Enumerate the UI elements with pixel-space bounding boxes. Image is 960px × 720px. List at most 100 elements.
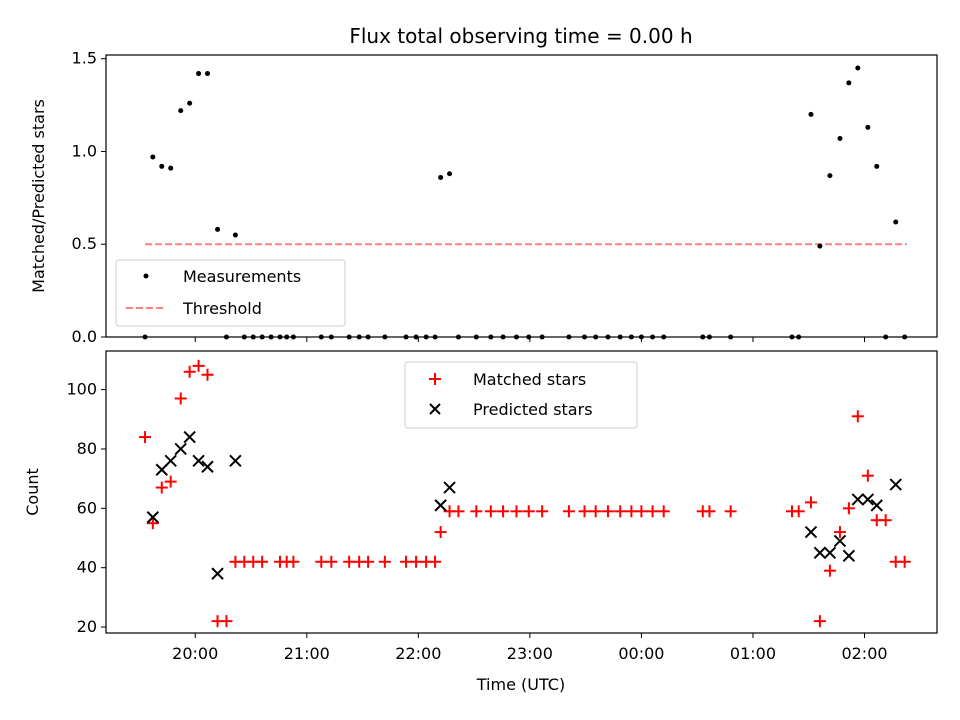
- matched-star-point: [256, 555, 269, 568]
- x-tick-label: 23:00: [507, 644, 553, 663]
- bottom-y-axis-label: Count: [23, 468, 42, 516]
- matched-star-point: [804, 496, 817, 509]
- matched-star-point: [601, 505, 614, 518]
- measurement-point: [893, 219, 899, 225]
- matched-star-point: [562, 505, 575, 518]
- matched-star-point: [155, 481, 168, 494]
- predicted-star-point: [889, 478, 902, 491]
- bottom-legend-box: [404, 361, 638, 429]
- measurement-point: [187, 100, 193, 106]
- matched-star-point: [625, 505, 638, 518]
- predicted-star-point: [833, 534, 847, 548]
- measurement-point: [846, 80, 852, 86]
- legend-threshold-label: Threshold: [182, 299, 262, 318]
- top-y-tick-label: 0.5: [72, 234, 97, 253]
- measurement-point: [865, 124, 871, 130]
- measurement-point: [438, 174, 444, 180]
- legend-predicted-label: Predicted stars: [473, 400, 593, 419]
- matched-star-point: [497, 505, 510, 518]
- measurement-point: [178, 108, 184, 114]
- x-tick-label: 22:00: [395, 644, 441, 663]
- matched-star-point: [164, 475, 177, 488]
- x-tick-label: 01:00: [730, 644, 776, 663]
- top-panel: 0.0 0.5 1.0 1.5 Matched/Predicted stars Mea…: [29, 49, 938, 346]
- matched-star-point: [325, 555, 338, 568]
- matched-star-point: [851, 410, 864, 423]
- matched-star-point: [362, 555, 375, 568]
- matched-star-point: [146, 517, 159, 530]
- matched-star-point: [861, 469, 874, 482]
- matched-star-point: [343, 555, 356, 568]
- measurement-point: [447, 171, 453, 177]
- matched-star-point: [792, 505, 805, 518]
- measurement-point: [232, 232, 238, 238]
- matched-star-point: [287, 555, 300, 568]
- predicted-star-point: [201, 460, 214, 473]
- matched-star-point: [434, 526, 447, 539]
- measurement-point: [837, 135, 843, 141]
- bottom-y-tick-label: 40: [77, 558, 97, 577]
- measurement-point: [205, 71, 211, 77]
- measurement-point: [808, 111, 814, 117]
- bottom-y-axis: 20 40 60 80 100: [66, 380, 106, 636]
- measurement-point: [215, 226, 221, 232]
- predicted-star-point: [842, 549, 856, 563]
- matched-star-point: [657, 505, 670, 518]
- matched-star-point: [429, 555, 442, 568]
- measurement-point: [159, 163, 165, 169]
- legend-matched-marker: [429, 373, 441, 385]
- matched-star-point: [898, 555, 911, 568]
- measurement-point: [196, 71, 202, 77]
- matched-star-point: [522, 505, 535, 518]
- x-tick-label: 21:00: [284, 644, 330, 663]
- bottom-y-tick-label: 100: [66, 380, 97, 399]
- predicted-star-point: [861, 493, 875, 506]
- predicted-star-point: [192, 454, 205, 468]
- matched-star-point: [139, 431, 152, 444]
- x-tick-label: 02:00: [841, 644, 887, 663]
- top-x-axis: [194, 337, 865, 342]
- measurement-point: [150, 154, 156, 160]
- legend-matched-label: Matched stars: [473, 370, 586, 389]
- measurement-point: [855, 65, 861, 71]
- top-legend: Measurements Threshold: [115, 259, 346, 327]
- bottom-y-tick-label: 80: [77, 439, 97, 458]
- matched-star-point: [378, 555, 391, 568]
- bottom-x-axis: 20:00 21:00 22:00 23:00 00:00 01:00 02:00: [172, 633, 888, 663]
- matched-star-point: [510, 505, 523, 518]
- top-legend-box: [115, 259, 346, 327]
- predicted-star-point: [229, 454, 242, 468]
- matched-star-point: [201, 368, 214, 381]
- predicted-star-point: [870, 499, 883, 512]
- matched-star-point: [879, 514, 892, 527]
- predicted-star-point: [211, 567, 224, 580]
- top-y-tick-label: 0.0: [72, 327, 97, 346]
- top-y-tick-label: 1.5: [72, 49, 97, 68]
- bottom-panel: 20 40 60 80 100 20:00 21:00 22:00 23:00 00:00 01:…: [23, 350, 938, 694]
- predicted-star-point: [851, 493, 865, 506]
- measurement-point: [817, 243, 823, 249]
- matched-star-point: [578, 505, 591, 518]
- bottom-y-tick-label: 20: [77, 617, 97, 636]
- top-y-axis-label: Matched/Predicted stars: [29, 99, 48, 293]
- matched-star-point: [646, 505, 659, 518]
- matched-star-point: [192, 359, 205, 372]
- legend-predicted-marker: [429, 403, 441, 415]
- measurement-point: [874, 163, 880, 169]
- matched-star-point: [470, 505, 483, 518]
- matched-star-point: [724, 505, 737, 518]
- legend-measurements-marker: [143, 273, 149, 279]
- bottom-y-tick-label: 60: [77, 498, 97, 517]
- top-y-axis: 0.0 0.5 1.0 1.5: [72, 49, 106, 346]
- matched-star-point: [220, 615, 233, 628]
- bottom-legend: Matched stars Predicted stars: [404, 361, 638, 429]
- predicted-star-point: [823, 546, 837, 560]
- x-tick-label: 20:00: [172, 644, 218, 663]
- matched-star-point: [813, 615, 826, 628]
- measurement-point: [168, 165, 174, 171]
- x-tick-label: 00:00: [618, 644, 664, 663]
- predicted-star-point: [434, 499, 447, 512]
- matched-star-point: [410, 555, 423, 568]
- predicted-star-point: [443, 481, 456, 494]
